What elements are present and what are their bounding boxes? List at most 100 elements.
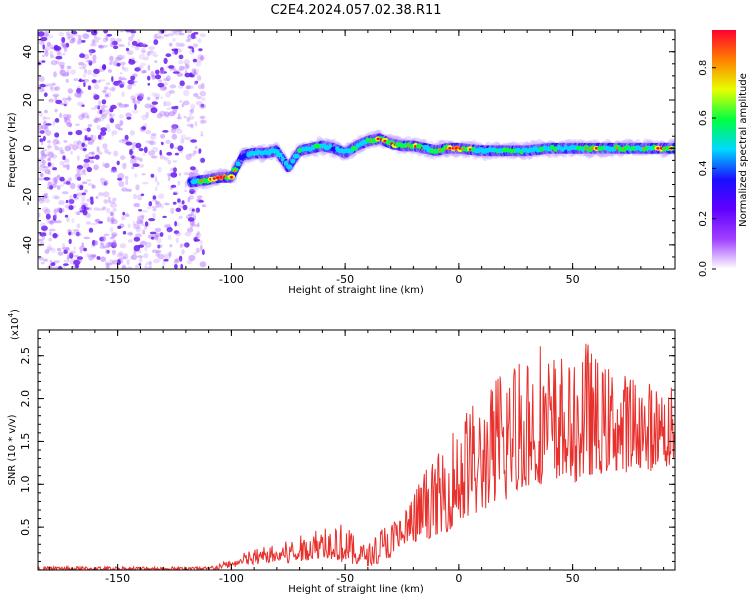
noise-blob (47, 186, 51, 190)
noise-blob (130, 33, 135, 38)
noise-blob (49, 231, 52, 236)
noise-blob (94, 154, 100, 160)
noise-blob (119, 61, 126, 66)
noise-blob (74, 173, 82, 180)
noise-blob (46, 150, 54, 156)
noise-blob (103, 163, 110, 168)
noise-blob (88, 254, 95, 261)
noise-blob (148, 265, 152, 269)
noise-blob (133, 156, 140, 161)
noise-blob (77, 34, 82, 41)
noise-blob (38, 256, 44, 261)
noise-blob (52, 120, 55, 127)
noise-blob (99, 177, 106, 184)
noise-blob (81, 169, 86, 174)
ridge-peak (229, 176, 233, 179)
ridge-peak (461, 147, 465, 151)
noise-blob (93, 83, 100, 90)
noise-blob (139, 62, 146, 67)
ridge-core (560, 146, 565, 152)
noise-blob (40, 139, 44, 146)
noise-blob (140, 42, 147, 48)
noise-blob (163, 258, 169, 262)
noise-blob (174, 69, 182, 73)
noise-blob (77, 140, 82, 145)
noise-blob (145, 129, 152, 135)
noise-blob (128, 59, 136, 65)
noise-blob (63, 116, 68, 123)
noise-blob (160, 30, 165, 34)
noise-blob (53, 176, 58, 182)
noise-blob (119, 75, 126, 81)
noise-blob (135, 184, 140, 191)
noise-blob (121, 255, 127, 260)
noise-blob (173, 146, 180, 150)
noise-blob (119, 30, 126, 33)
noise-blob (59, 69, 67, 76)
noise-blob (166, 65, 170, 69)
noise-blob (100, 256, 106, 263)
noise-blob (76, 40, 80, 45)
noise-blob (137, 95, 143, 101)
noise-blob (170, 30, 177, 33)
noise-blob (84, 68, 87, 74)
noise-blob (50, 55, 55, 59)
noise-blob (178, 204, 183, 209)
noise-blob (79, 207, 85, 212)
noise-blob (119, 114, 124, 119)
noise-blob (77, 101, 85, 107)
noise-blob (132, 109, 139, 114)
ridge-core (297, 148, 302, 153)
noise-blob (160, 96, 163, 100)
noise-blob (92, 254, 97, 258)
ridge-core (399, 143, 405, 148)
noise-blob (40, 241, 44, 245)
noise-blob (66, 180, 71, 186)
noise-blob (190, 123, 194, 129)
noise-blob (147, 206, 152, 210)
noise-blob (104, 181, 107, 186)
ridge-peak (199, 179, 203, 182)
noise-blob (155, 200, 160, 205)
noise-blob (102, 245, 109, 249)
y-tick-label: 2.0 (19, 390, 32, 408)
noise-blob (134, 233, 142, 238)
noise-blob (163, 78, 170, 82)
ridge-peak (448, 147, 452, 150)
noise-blob (62, 155, 66, 160)
noise-blob (46, 218, 49, 224)
ridge-core (280, 156, 285, 162)
noise-blob (128, 36, 134, 42)
noise-blob (73, 78, 79, 82)
noise-blob (93, 37, 101, 40)
noise-blob (201, 204, 207, 208)
spectrogram-y-axis-label: Frequency (Hz) (7, 112, 18, 188)
noise-blob (127, 41, 131, 47)
noise-blob (76, 167, 81, 173)
noise-blob (186, 227, 194, 233)
noise-blob (157, 166, 162, 173)
noise-blob (48, 228, 56, 232)
noise-blob (99, 104, 106, 108)
noise-blob (72, 37, 76, 43)
noise-blob (103, 191, 110, 198)
noise-blob (169, 244, 173, 248)
noise-blob (183, 172, 190, 176)
noise-blob (163, 34, 169, 37)
noise-blob (38, 124, 43, 130)
noise-blob (101, 162, 105, 167)
noise-blob (93, 207, 100, 211)
noise-blob (75, 123, 80, 127)
noise-blob (176, 128, 183, 134)
noise-blob (59, 161, 65, 166)
y-tick-label: 20 (21, 93, 34, 107)
noise-blob (58, 32, 65, 37)
noise-blob (186, 85, 194, 89)
noise-blob (48, 237, 52, 242)
noise-blob (85, 30, 92, 33)
noise-blob (110, 216, 115, 223)
noise-blob (100, 127, 108, 132)
noise-blob (126, 266, 133, 269)
noise-blob (145, 56, 150, 59)
noise-blob (43, 177, 50, 181)
